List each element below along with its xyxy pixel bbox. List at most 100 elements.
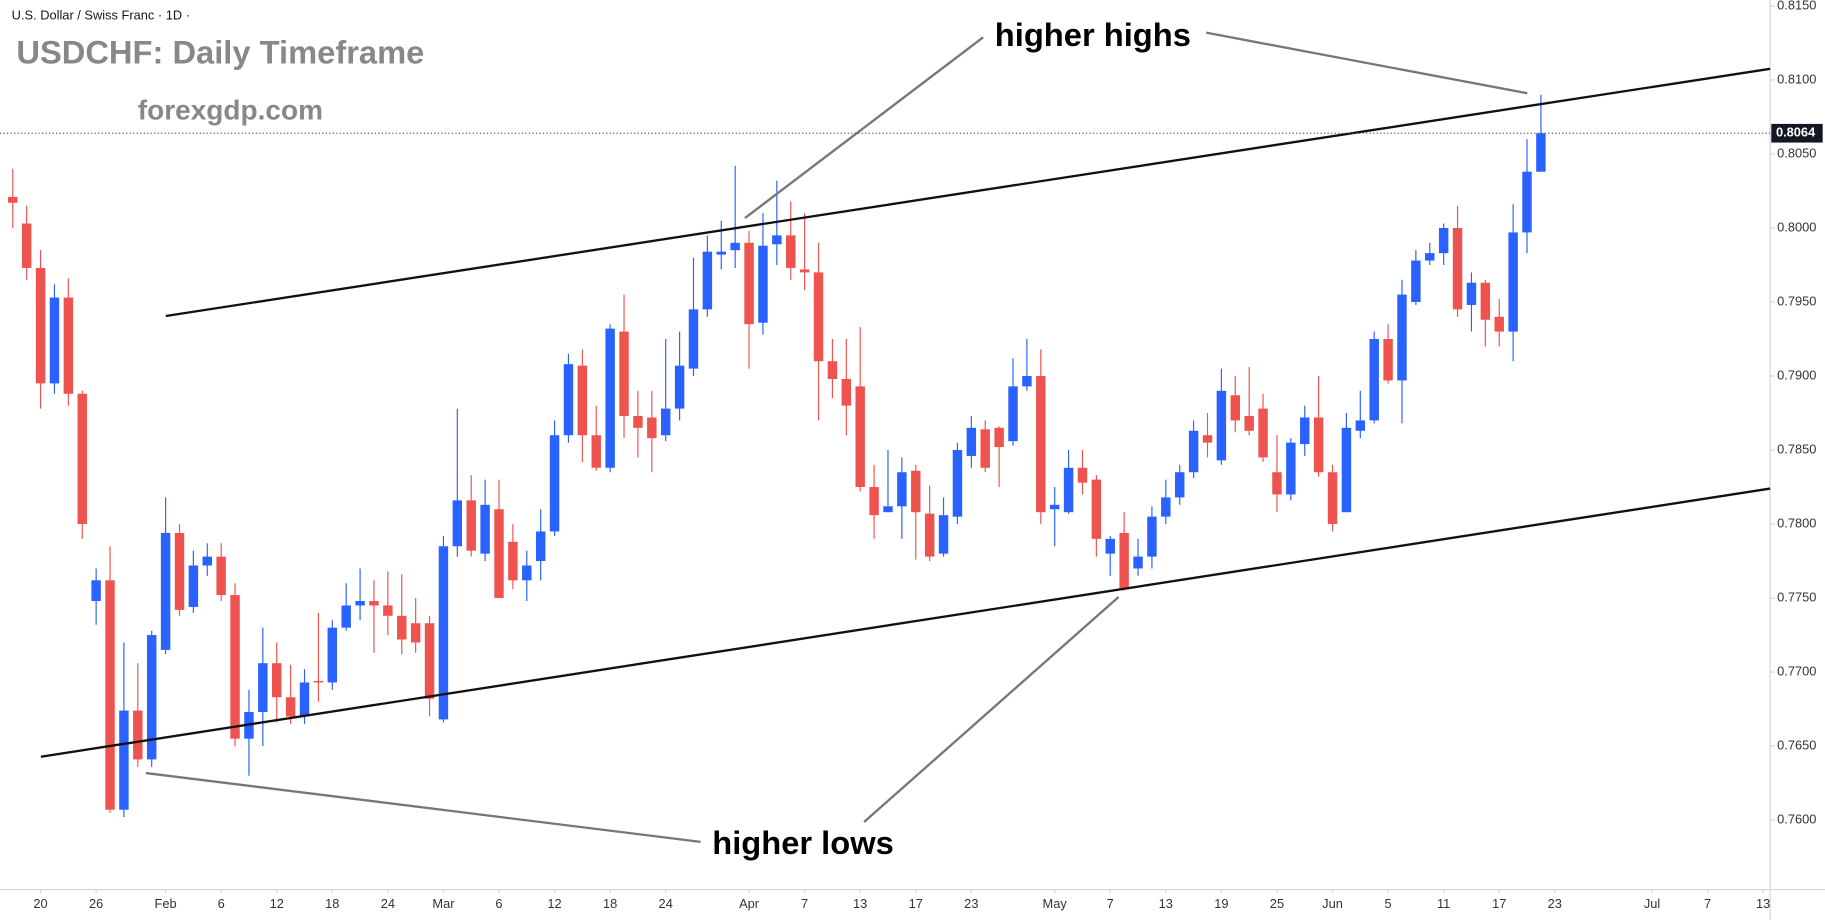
x-tick-label: 13 — [1756, 896, 1770, 911]
y-tick-label: 0.7700 — [1777, 663, 1816, 678]
candle-body — [535, 531, 546, 562]
candle-body — [216, 556, 226, 596]
candle-body — [1383, 338, 1393, 381]
candle-body — [1174, 472, 1185, 498]
y-tick-label: 0.7800 — [1777, 515, 1816, 530]
candle-body — [1022, 376, 1032, 387]
candle-body — [369, 601, 379, 606]
candle-body — [1286, 442, 1296, 495]
x-tick-label: 7 — [801, 896, 808, 911]
candle-body — [591, 435, 601, 468]
x-tick-label: 11 — [1437, 896, 1450, 911]
x-tick-label: May — [1043, 896, 1068, 911]
y-tick-label: 0.7850 — [1777, 441, 1816, 456]
x-tick-label: 20 — [33, 896, 47, 911]
candle-body — [1341, 427, 1352, 513]
candle-body — [897, 472, 907, 507]
candle-body — [494, 509, 504, 599]
candle-body — [1091, 479, 1102, 539]
x-tick-label: Jun — [1322, 896, 1343, 911]
candle-body — [633, 415, 643, 428]
candle-body — [1272, 472, 1282, 495]
candle-body — [160, 532, 171, 650]
candle-body — [1494, 316, 1504, 332]
candle-body — [647, 417, 657, 439]
candle-body — [674, 365, 685, 409]
candle-body — [855, 386, 865, 488]
symbol-label: U.S. Dollar / Swiss Franc · 1D · — [12, 8, 190, 23]
x-tick-label: 6 — [218, 896, 225, 911]
candle-body — [452, 500, 463, 547]
y-tick-label: 0.7650 — [1777, 737, 1816, 752]
last-price-label: 0.8064 — [1776, 125, 1816, 140]
candle-body — [799, 269, 810, 273]
x-tick-label: 5 — [1385, 896, 1392, 911]
candle-body — [1438, 227, 1449, 254]
candle-body — [1147, 516, 1157, 557]
pointer-line — [145, 771, 701, 844]
x-tick-label: 6 — [495, 896, 502, 911]
x-tick-label: 13 — [853, 896, 867, 911]
candle-body — [869, 487, 879, 516]
x-tick-label: 24 — [381, 896, 395, 911]
candle-body — [1522, 171, 1532, 233]
candle-body — [410, 623, 421, 643]
x-tick-label: 23 — [964, 896, 978, 911]
pointer-line — [863, 596, 1120, 823]
chart-subtitle: forexgdp.com — [138, 94, 323, 125]
candle-body — [1119, 532, 1129, 590]
candle-body — [841, 378, 852, 406]
candle-body — [202, 556, 212, 566]
candle-body — [105, 580, 115, 810]
candle-body — [272, 663, 282, 698]
candle-body — [91, 580, 101, 602]
candle-body — [605, 328, 615, 468]
lower-trendline — [40, 487, 1771, 758]
candle-body — [1508, 232, 1518, 332]
candle-body — [924, 513, 935, 557]
candle-body — [1480, 282, 1491, 320]
candle-body — [355, 601, 365, 606]
candle-body — [688, 309, 699, 369]
candle-body — [1313, 417, 1324, 473]
x-tick-label: 18 — [603, 896, 617, 911]
candle-body — [1105, 538, 1115, 554]
x-tick-label: 23 — [1548, 896, 1562, 911]
candle-body — [1397, 294, 1407, 381]
x-tick-label: 7 — [1704, 896, 1711, 911]
upper-trendline — [165, 67, 1771, 318]
candle-body — [480, 504, 490, 554]
candle-body — [119, 710, 129, 810]
annotation: higher highs — [995, 16, 1191, 53]
candle-body — [133, 710, 143, 760]
candle-body — [1077, 467, 1088, 483]
candle-body — [883, 506, 893, 513]
candle-body — [1008, 386, 1018, 442]
x-tick-label: 17 — [1492, 896, 1506, 911]
candle-body — [952, 450, 963, 517]
candle-body — [772, 235, 782, 245]
candle-body — [1133, 556, 1143, 569]
candle-body — [35, 267, 46, 384]
candle-body — [563, 364, 574, 436]
candle-body — [1244, 415, 1254, 431]
candle-body — [424, 623, 435, 699]
candle-body — [1202, 435, 1213, 443]
candle-body — [744, 242, 754, 325]
candle-body — [438, 546, 449, 720]
candle-body — [1161, 497, 1171, 517]
candle-body — [994, 427, 1004, 448]
candle-body — [1369, 338, 1379, 421]
x-tick-label: 13 — [1159, 896, 1173, 911]
candle-body — [786, 235, 796, 268]
candle-body — [508, 541, 518, 581]
candle-body — [827, 361, 838, 379]
candle-body — [49, 297, 60, 384]
y-tick-label: 0.7950 — [1777, 293, 1816, 308]
pointer-line — [744, 36, 984, 219]
x-tick-label: Jul — [1644, 896, 1660, 911]
y-tick-label: 0.8100 — [1777, 71, 1816, 86]
candle-body — [21, 223, 32, 268]
candle-body — [1536, 133, 1546, 172]
